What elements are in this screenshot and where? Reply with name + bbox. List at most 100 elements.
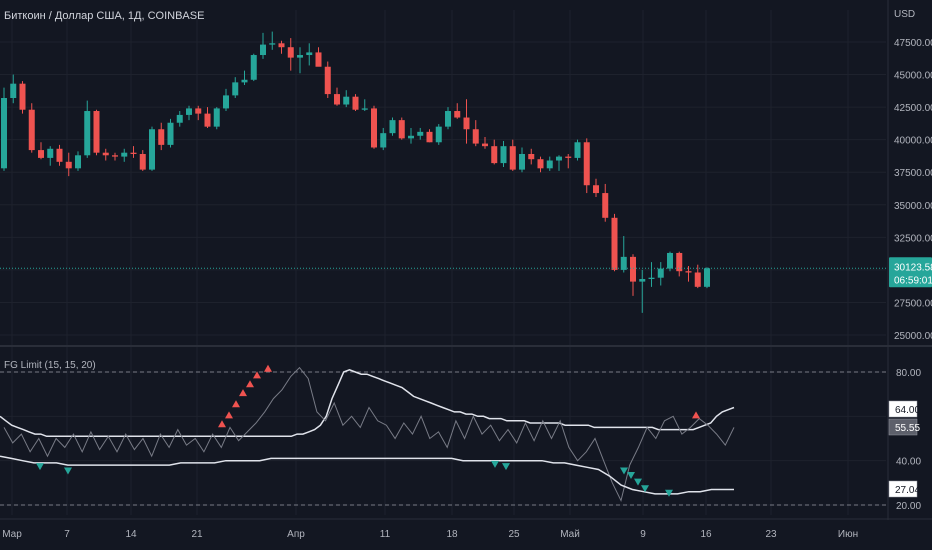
time-axis-label: Апр — [287, 529, 305, 540]
price-axis-currency: USD — [894, 9, 915, 20]
sell-signal-marker — [692, 411, 700, 419]
candle-body — [380, 133, 387, 148]
buy-signal-marker — [620, 467, 628, 475]
candle-body — [528, 153, 535, 160]
candle-body — [204, 113, 211, 127]
candle-body — [556, 156, 562, 161]
candle-body — [28, 109, 35, 151]
candle-body — [75, 155, 81, 169]
candle-body — [102, 152, 109, 156]
candle-body — [250, 55, 257, 80]
candle-body — [583, 142, 590, 186]
upper-band-value: 64.00 — [895, 405, 920, 416]
price-axis-tick: 35000.00 — [894, 201, 932, 212]
sell-signal-marker — [225, 411, 233, 419]
candle-body — [324, 66, 331, 95]
sell-signal-marker — [253, 371, 261, 379]
candle-body — [685, 271, 692, 273]
candle-body — [158, 129, 165, 145]
candle-body — [167, 122, 174, 145]
candle-body — [361, 108, 368, 110]
buy-signal-marker — [634, 478, 642, 486]
candle-body — [84, 111, 91, 156]
candle-body — [112, 155, 118, 157]
candle-body — [223, 95, 229, 109]
candle-body — [352, 96, 359, 110]
candle-body — [149, 129, 155, 170]
countdown-label: 06:59:01 — [894, 275, 932, 286]
candle-body — [398, 120, 405, 139]
candle-body — [408, 135, 414, 139]
time-axis-label: 16 — [700, 529, 712, 540]
price-axis-tick: 32500.00 — [894, 233, 932, 244]
candle-body — [648, 277, 655, 280]
candle-body — [269, 43, 276, 45]
time-axis-label: 21 — [191, 529, 203, 540]
candle-body — [574, 142, 581, 158]
current-price-badge — [889, 257, 932, 288]
sell-signal-marker — [246, 380, 254, 388]
price-axis-tick: 25000.00 — [894, 331, 932, 342]
buy-signal-marker — [491, 460, 499, 468]
candle-body — [176, 114, 183, 123]
candle-body — [260, 44, 266, 56]
candle-body — [454, 111, 461, 118]
oscillator-line — [3, 366, 735, 503]
time-axis-label: Июн — [838, 529, 858, 540]
candle-body — [565, 156, 572, 158]
candle-body — [491, 146, 498, 164]
candle-body — [676, 252, 683, 272]
candle-body — [334, 94, 340, 105]
price-axis-tick: 37500.00 — [894, 168, 932, 179]
time-axis-label: 25 — [508, 529, 520, 540]
candle-body — [639, 279, 646, 282]
candle-body — [139, 153, 146, 170]
candle-body — [93, 111, 100, 153]
time-axis-label: 23 — [765, 529, 777, 540]
candle-body — [472, 129, 479, 144]
candle-body — [232, 82, 239, 96]
candle-body — [509, 146, 516, 170]
oscillator-value: 55.55 — [895, 423, 920, 434]
buy-signal-marker — [641, 485, 649, 493]
symbol-title: Биткоин / Доллар США, 1Д, COINBASE — [4, 10, 205, 22]
sell-signal-marker — [239, 389, 247, 397]
candle-body — [19, 83, 26, 110]
time-axis-label: 14 — [125, 529, 137, 540]
candle-body — [343, 96, 350, 105]
candle-body — [463, 117, 470, 130]
time-axis-label: 9 — [640, 529, 646, 540]
current-price-label: 30123.58 — [894, 262, 932, 273]
candle-body — [306, 52, 313, 56]
sell-signal-marker — [264, 364, 272, 372]
candle-body — [1, 97, 7, 169]
candle-body — [278, 43, 285, 48]
candle-body — [435, 126, 442, 143]
candle-body — [287, 47, 294, 58]
candle-body — [389, 120, 396, 134]
candle-body — [482, 143, 488, 147]
buy-signal-marker — [502, 463, 510, 471]
indicator-axis-tick: 40.00 — [896, 457, 921, 468]
candle-body — [630, 256, 636, 282]
price-axis-tick: 40000.00 — [894, 136, 932, 147]
upper-band-value-box — [888, 400, 918, 418]
candle-body — [297, 55, 303, 58]
time-axis-label: 18 — [446, 529, 458, 540]
candle-body — [47, 148, 54, 158]
candle-body — [537, 159, 544, 169]
buy-signal-marker — [36, 463, 44, 471]
candle-body — [65, 161, 72, 169]
time-axis-label: 11 — [380, 529, 391, 540]
candle-body — [445, 111, 451, 127]
time-axis-label: Май — [560, 529, 580, 540]
candle-body — [426, 131, 433, 143]
upper-band-line — [0, 368, 735, 438]
indicator-axis-tick: 80.00 — [896, 368, 921, 379]
candle-body — [56, 148, 63, 162]
candle-body — [213, 108, 220, 127]
price-axis-tick: 42500.00 — [894, 103, 932, 114]
candle-body — [241, 79, 248, 83]
candle-body — [121, 152, 128, 157]
